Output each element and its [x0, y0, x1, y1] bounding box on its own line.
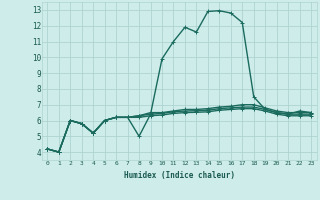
X-axis label: Humidex (Indice chaleur): Humidex (Indice chaleur) — [124, 171, 235, 180]
